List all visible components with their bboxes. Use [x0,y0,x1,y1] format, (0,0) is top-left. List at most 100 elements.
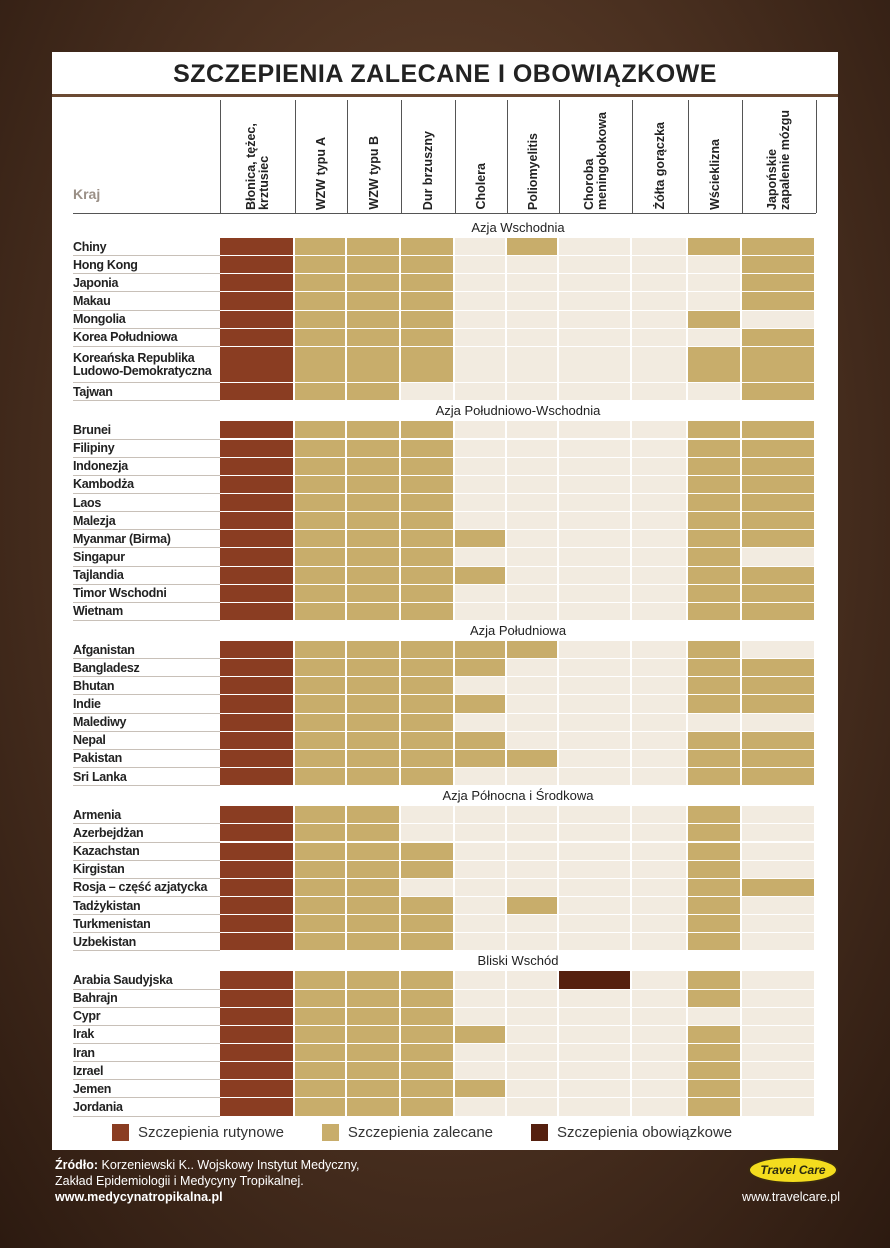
cell [455,695,507,714]
cell [455,659,507,678]
cell [220,475,295,494]
cell [347,1007,401,1026]
legend-item: Szczepienia zalecane [321,1123,493,1141]
cell [507,915,559,934]
cell [507,548,559,567]
cell [455,641,507,660]
cell [507,713,559,732]
cell [220,512,295,531]
cell [742,695,816,714]
cell [559,566,632,585]
cell [559,641,632,660]
cell [347,731,401,750]
row-line [73,511,220,513]
cell [507,989,559,1008]
cell [401,1044,455,1063]
cell [295,512,347,531]
cell [220,1098,295,1117]
cell [507,310,559,329]
legend: Szczepienia rutynowe Szczepienia zalecane… [112,1120,832,1144]
cell [295,749,347,769]
row-line [73,309,220,311]
country: Bhutan [73,678,115,693]
cell [220,915,295,934]
cell [559,1080,632,1099]
cell [632,328,688,347]
cell [347,566,401,585]
column-header: WZW typu B [366,136,381,210]
cell [742,842,816,861]
cell [507,584,559,603]
cell [220,989,295,1008]
cell [220,421,295,440]
cell [507,695,559,714]
cell [559,310,632,329]
cell [742,731,816,750]
cell [220,1062,295,1081]
row-line [73,988,220,990]
cell [401,1007,455,1026]
cell [742,989,816,1008]
cell [632,933,688,952]
cell [220,383,295,402]
column-header-box: Cholera [455,100,507,210]
cell [507,602,559,621]
cell [632,584,688,603]
cell [455,530,507,549]
cell [401,1062,455,1081]
cell [559,860,632,879]
country: Singapur [73,549,125,564]
column-divider [742,100,743,213]
cell [220,274,295,293]
cell [632,713,688,732]
cell [455,768,507,787]
cell [347,292,401,311]
cell [401,1025,455,1044]
row-line [73,767,220,769]
cell [688,1098,742,1117]
row-line [73,400,220,402]
cell [507,659,559,678]
cell [220,1044,295,1063]
country: Tajlandia [73,568,124,583]
cell [220,933,295,952]
cell [455,457,507,476]
section-title: Azja Wschodnia [471,220,565,235]
cell [632,659,688,678]
cell [559,439,632,458]
cell [455,383,507,402]
cell [632,475,688,494]
column-header-box: Wścieklizna [688,100,742,210]
section-title: Azja Południowa [469,623,567,638]
cell [455,1007,507,1026]
row-line [73,273,220,275]
cell [295,641,347,660]
cell [220,1080,295,1099]
cell [347,457,401,476]
country: Hong Kong [73,257,138,272]
cell [559,824,632,843]
cell [742,768,816,787]
country: Chiny [73,239,107,254]
cell [220,641,295,660]
column-header-box: Dur brzuszny [401,100,455,210]
cell [295,310,347,329]
cell [742,530,816,549]
row-line [73,327,220,329]
row-line [73,345,220,347]
cell [559,602,632,621]
cell [401,989,455,1008]
cell [507,971,559,990]
cell [220,530,295,549]
cell [688,824,742,843]
cell [347,713,401,732]
cell [559,457,632,476]
country: Makau [73,294,111,308]
source-text: Korzeniewski K.. Wojskowy Instytut Medyc… [101,1158,360,1172]
cell [742,677,816,696]
cell [688,971,742,990]
cell [688,548,742,567]
cell [347,1062,401,1081]
cell [688,896,742,916]
cell [220,584,295,603]
